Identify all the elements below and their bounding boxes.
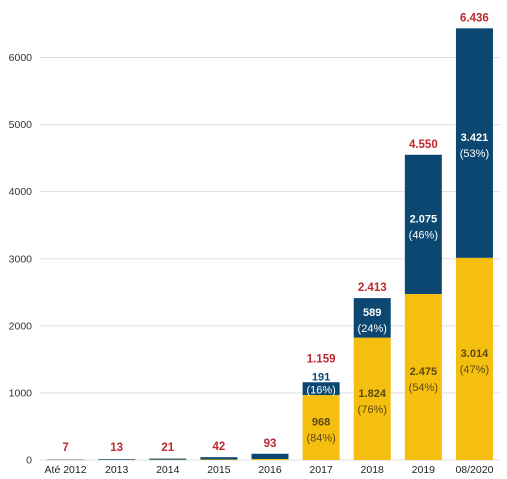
total-label: 7 — [62, 442, 68, 454]
total-label: 13 — [110, 442, 123, 454]
bar-segment-yellow — [353, 337, 391, 460]
bar-segment-blue — [98, 459, 136, 460]
total-label: 1.159 — [307, 353, 336, 365]
blue-segment-value: 191 — [312, 371, 330, 383]
gridlines — [40, 57, 500, 461]
x-axis: Até 2012 2013 2014 2015 2016 2017 2018 2019 08/2… — [45, 464, 494, 476]
x-tick-label: 2013 — [105, 464, 129, 476]
bar-segment-yellow — [251, 458, 289, 460]
bar-segment-yellow — [404, 293, 442, 460]
yellow-segment-value: 2.475 — [410, 366, 438, 378]
yellow-segment-pct: (47%) — [460, 364, 489, 376]
total-label: 2.413 — [358, 282, 387, 294]
yellow-segment-value: 3.014 — [461, 348, 489, 360]
bars — [47, 28, 493, 460]
bar-segment-blue — [149, 458, 187, 460]
total-label: 93 — [264, 438, 277, 450]
yellow-segment-value: 1.824 — [358, 388, 386, 400]
total-label: 21 — [161, 442, 174, 454]
y-tick-label: 2000 — [9, 320, 33, 332]
total-label: 4.550 — [409, 139, 438, 151]
y-axis: 0 1000 2000 3000 4000 5000 6000 — [9, 52, 33, 467]
x-tick-label: 2017 — [309, 464, 333, 476]
bar-segment-blue — [353, 298, 391, 338]
yellow-segment-value: 968 — [312, 417, 330, 429]
y-tick-label: 4000 — [9, 186, 33, 198]
x-tick-label: 08/2020 — [455, 464, 493, 476]
bar-segment-blue — [404, 154, 442, 294]
y-tick-label: 6000 — [9, 52, 33, 64]
x-tick-label: 2018 — [361, 464, 385, 476]
total-label: 6.436 — [460, 12, 489, 24]
bar-segment-blue — [200, 457, 238, 460]
y-tick-label: 1000 — [9, 387, 33, 399]
total-label: 42 — [212, 441, 225, 453]
x-tick-label: 2019 — [412, 464, 436, 476]
yellow-segment-pct: (84%) — [306, 433, 335, 445]
x-tick-label: 2014 — [156, 464, 180, 476]
blue-segment-pct: (24%) — [358, 323, 387, 335]
blue-segment-value: 3.421 — [461, 132, 489, 144]
blue-segment-value: 2.075 — [410, 213, 438, 225]
yellow-segment-pct: (54%) — [409, 382, 438, 394]
blue-segment-value: 589 — [363, 307, 381, 319]
bar-segment-blue — [455, 28, 493, 258]
y-tick-label: 3000 — [9, 253, 33, 265]
blue-segment-pct: (16%) — [306, 384, 335, 396]
x-tick-label: 2016 — [258, 464, 282, 476]
bar-segment-yellow — [455, 257, 493, 460]
bar-segment-yellow — [200, 459, 238, 460]
x-tick-label: Até 2012 — [45, 464, 87, 476]
x-tick-label: 2015 — [207, 464, 231, 476]
bar-segment-blue — [302, 382, 340, 396]
yellow-segment-pct: (76%) — [358, 404, 387, 416]
y-tick-label: 5000 — [9, 119, 33, 131]
y-tick-label: 0 — [26, 455, 32, 467]
bar-segment-yellow — [302, 395, 340, 460]
blue-segment-pct: (46%) — [409, 229, 438, 241]
blue-segment-pct: (53%) — [460, 148, 489, 160]
data-labels: 7 13 21 42 93 1.159 191(16%) 968 (84%) 2.413 589 (2… — [62, 12, 489, 454]
bar-segment-blue — [251, 453, 289, 459]
